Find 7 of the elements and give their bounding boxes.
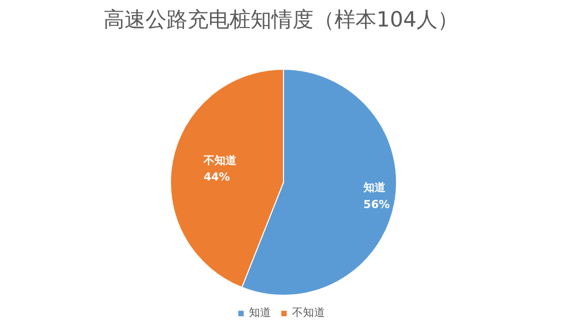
data-label: 56%	[363, 198, 390, 211]
legend-label: 知道	[249, 305, 271, 320]
data-label: 44%	[204, 170, 230, 184]
slice-label: 知道	[362, 180, 386, 194]
slice-label: 不知道	[202, 154, 238, 167]
chart-title: 高速公路充电桩知情度（样本104人）	[103, 8, 459, 32]
legend-label: 不知道	[292, 305, 325, 320]
